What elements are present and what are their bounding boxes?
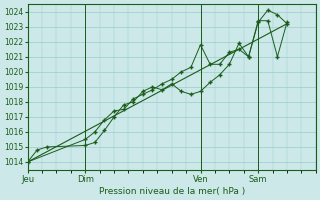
X-axis label: Pression niveau de la mer( hPa ): Pression niveau de la mer( hPa ) [99,187,245,196]
